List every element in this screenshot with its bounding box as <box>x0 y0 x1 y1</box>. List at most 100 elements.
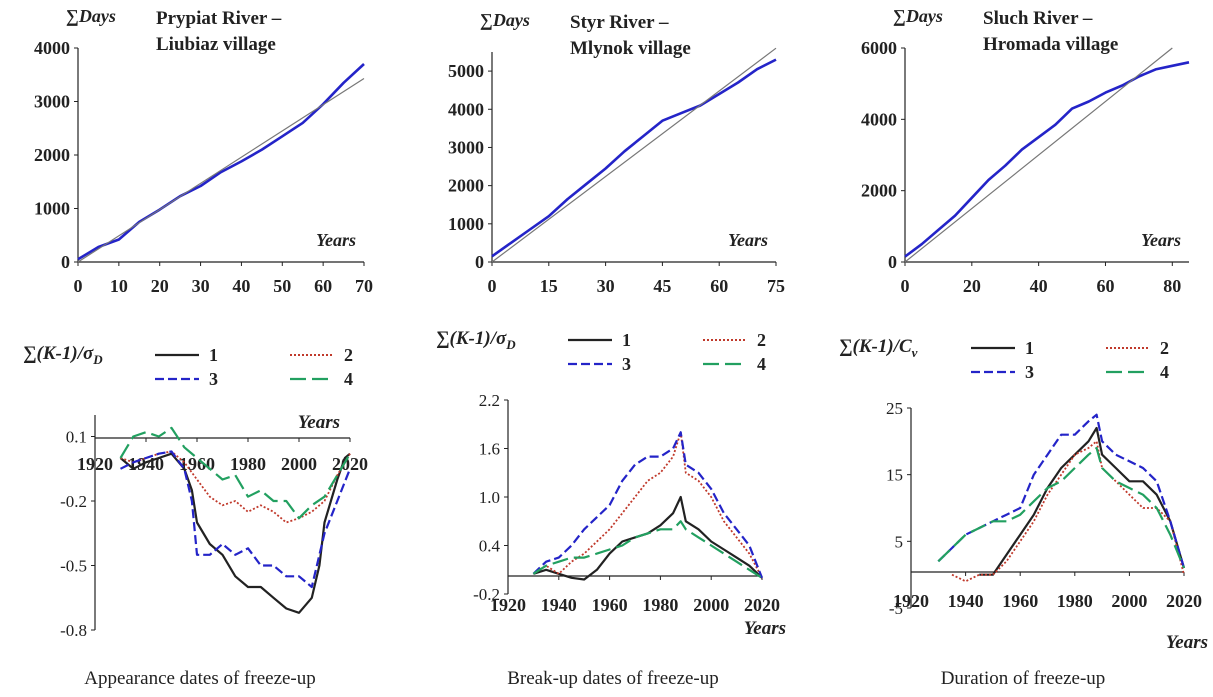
legend-label-2: 2 <box>757 330 766 350</box>
chart-title-line: Mlynok village <box>570 38 691 59</box>
y-tick-label: 2.2 <box>479 391 500 410</box>
series-3 <box>532 431 764 579</box>
x-tick-label: 1980 <box>230 454 266 474</box>
y-tick-label: 1000 <box>34 199 70 219</box>
x-tick-label: 2020 <box>744 595 780 615</box>
series-4 <box>119 426 351 520</box>
y-tick-label: 5 <box>895 532 904 551</box>
series-trend <box>904 47 1173 263</box>
x-tick-label: 20 <box>963 276 981 296</box>
x-tick-label: 50 <box>273 276 291 296</box>
legend-label-1: 1 <box>209 345 218 365</box>
y-tick-label: 2000 <box>448 176 484 196</box>
x-tick-label: 40 <box>1030 276 1048 296</box>
x-tick-label: 60 <box>314 276 332 296</box>
x-tick-label: 1960 <box>1002 591 1038 611</box>
series-trend <box>491 47 777 263</box>
x-tick-label: 2000 <box>281 454 317 474</box>
chart-title-line: Styr River – <box>570 12 669 33</box>
legend-label-3: 3 <box>1025 362 1034 382</box>
x-tick-label: 75 <box>767 276 785 296</box>
y-tick-label: 2000 <box>34 145 70 165</box>
x-tick-label: 10 <box>110 276 128 296</box>
x-tick-label: 1920 <box>490 595 526 615</box>
chart-title-line: Sluch River – <box>983 8 1093 29</box>
y-tick-label: 0 <box>475 252 484 272</box>
x-tick-label: 0 <box>74 276 83 296</box>
y-tick-label: 5000 <box>448 61 484 81</box>
series-1 <box>979 426 1186 576</box>
x-axis-title: Years <box>728 230 768 250</box>
y-axis-title: ∑(K-1)/Cv <box>839 336 918 360</box>
x-tick-label: 40 <box>232 276 250 296</box>
y-tick-label: 1000 <box>448 214 484 234</box>
caption-appearance: Appearance dates of freeze-up <box>84 668 316 689</box>
y-tick-label: 0.4 <box>479 537 501 556</box>
x-tick-label: 15 <box>540 276 558 296</box>
x-axis-title: Years <box>316 230 356 250</box>
legend-label-1: 1 <box>622 330 631 350</box>
chart-3: 0 2000 4000 6000 0 20 40 60 80 ∑Days Years Sluch Ri… <box>861 6 1190 296</box>
caption-breakup: Break-up dates of freeze-up <box>507 668 719 689</box>
series-2 <box>951 440 1185 583</box>
x-axis-title: Years <box>298 412 340 433</box>
x-tick-label: 2020 <box>1166 591 1202 611</box>
series-4 <box>937 446 1186 569</box>
y-tick-label: -0.8 <box>60 621 87 640</box>
chart-2: 0 1000 2000 3000 4000 5000 0 15 30 45 60 75 ∑Days Yea… <box>448 10 785 296</box>
chart-title-line: Prypiat River – <box>156 8 282 29</box>
y-axis-title: ∑(K-1)/σD <box>23 343 103 367</box>
y-tick-label: 4000 <box>861 109 897 129</box>
series-2 <box>532 431 763 579</box>
y-tick-label: 0.1 <box>66 428 87 447</box>
series-3 <box>120 450 352 589</box>
x-tick-label: 60 <box>710 276 728 296</box>
x-tick-label: 80 <box>1163 276 1181 296</box>
y-tick-label: 1.0 <box>479 488 500 507</box>
x-tick-label: 1960 <box>179 454 215 474</box>
y-tick-label: 0 <box>888 252 897 272</box>
series-1 <box>533 495 763 581</box>
legend-label-2: 2 <box>344 345 353 365</box>
y-axis-title: ∑Days <box>893 6 943 26</box>
legend-label-1: 1 <box>1025 338 1034 358</box>
x-tick-label: 2020 <box>332 454 368 474</box>
y-tick-label: -0.2 <box>60 492 87 511</box>
x-tick-label: 2000 <box>693 595 729 615</box>
x-tick-label: 1960 <box>592 595 628 615</box>
y-tick-label: -0.5 <box>60 557 87 576</box>
x-tick-label: 1940 <box>541 595 577 615</box>
y-axis-title: ∑Days <box>66 6 116 26</box>
x-tick-label: 30 <box>192 276 210 296</box>
x-tick-label: 1940 <box>948 591 984 611</box>
legend-label-4: 4 <box>757 354 766 374</box>
y-tick-label: -5 <box>889 599 903 618</box>
chart-1: 0 1000 2000 3000 4000 0 10 20 30 40 50 60 70 ∑Days Yea… <box>34 6 373 296</box>
y-axis-title: ∑(K-1)/σD <box>436 328 516 352</box>
caption-duration: Duration of freeze-up <box>940 668 1106 689</box>
y-tick-label: -0.2 <box>473 585 500 604</box>
legend-label-4: 4 <box>1160 362 1169 382</box>
x-tick-label: 1920 <box>77 454 113 474</box>
x-tick-label: 30 <box>597 276 615 296</box>
y-tick-label: 3000 <box>448 137 484 157</box>
y-tick-label: 6000 <box>861 38 897 58</box>
y-tick-label: 1.6 <box>479 440 500 459</box>
series-observed <box>491 58 777 258</box>
legend-label-4: 4 <box>344 369 353 389</box>
y-tick-label: 4000 <box>34 38 70 58</box>
x-tick-label: 45 <box>653 276 671 296</box>
chart-title-line: Liubiaz village <box>156 34 276 55</box>
y-axis-title: ∑Days <box>480 10 530 30</box>
legend-label-2: 2 <box>1160 338 1169 358</box>
y-tick-label: 3000 <box>34 92 70 112</box>
chart-title-line: Hromada village <box>983 34 1118 55</box>
x-tick-label: 1980 <box>642 595 678 615</box>
y-tick-label: 0 <box>61 252 70 272</box>
series-1 <box>119 452 351 614</box>
series-trend <box>77 77 365 263</box>
